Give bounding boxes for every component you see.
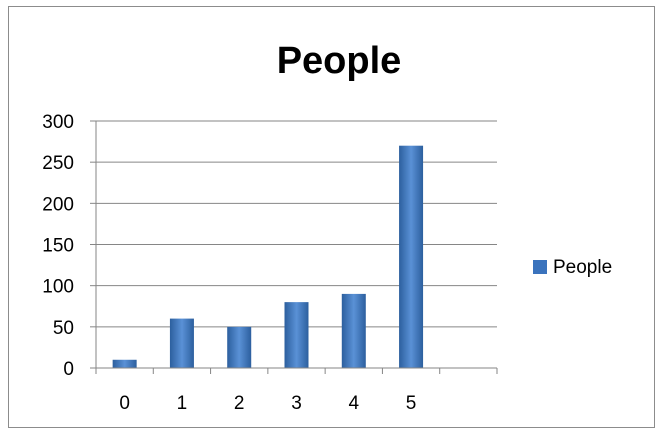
x-tick-label: 0 <box>119 393 130 414</box>
bar-3 <box>284 302 309 368</box>
y-tick-label: 100 <box>42 277 74 298</box>
y-tick-label: 0 <box>63 359 74 380</box>
x-tick-label: 5 <box>406 393 417 414</box>
chart-title: People <box>277 40 402 82</box>
y-tick-label: 200 <box>42 194 74 215</box>
chart-frame <box>8 6 655 428</box>
x-tick-label: 3 <box>291 393 302 414</box>
y-tick-label: 250 <box>42 153 74 174</box>
y-tick-label: 150 <box>42 236 74 257</box>
legend-swatch <box>533 260 547 274</box>
bar-1 <box>169 318 194 368</box>
bar-5 <box>399 145 424 368</box>
y-tick-label: 300 <box>42 112 74 133</box>
x-tick-label: 2 <box>234 393 245 414</box>
bar-0 <box>112 359 137 368</box>
bar-4 <box>341 293 366 368</box>
bar-2 <box>227 326 252 368</box>
x-tick-label: 4 <box>348 393 359 414</box>
legend-label: People <box>553 257 612 278</box>
y-tick-label: 50 <box>53 318 74 339</box>
x-tick-label: 1 <box>177 393 188 414</box>
